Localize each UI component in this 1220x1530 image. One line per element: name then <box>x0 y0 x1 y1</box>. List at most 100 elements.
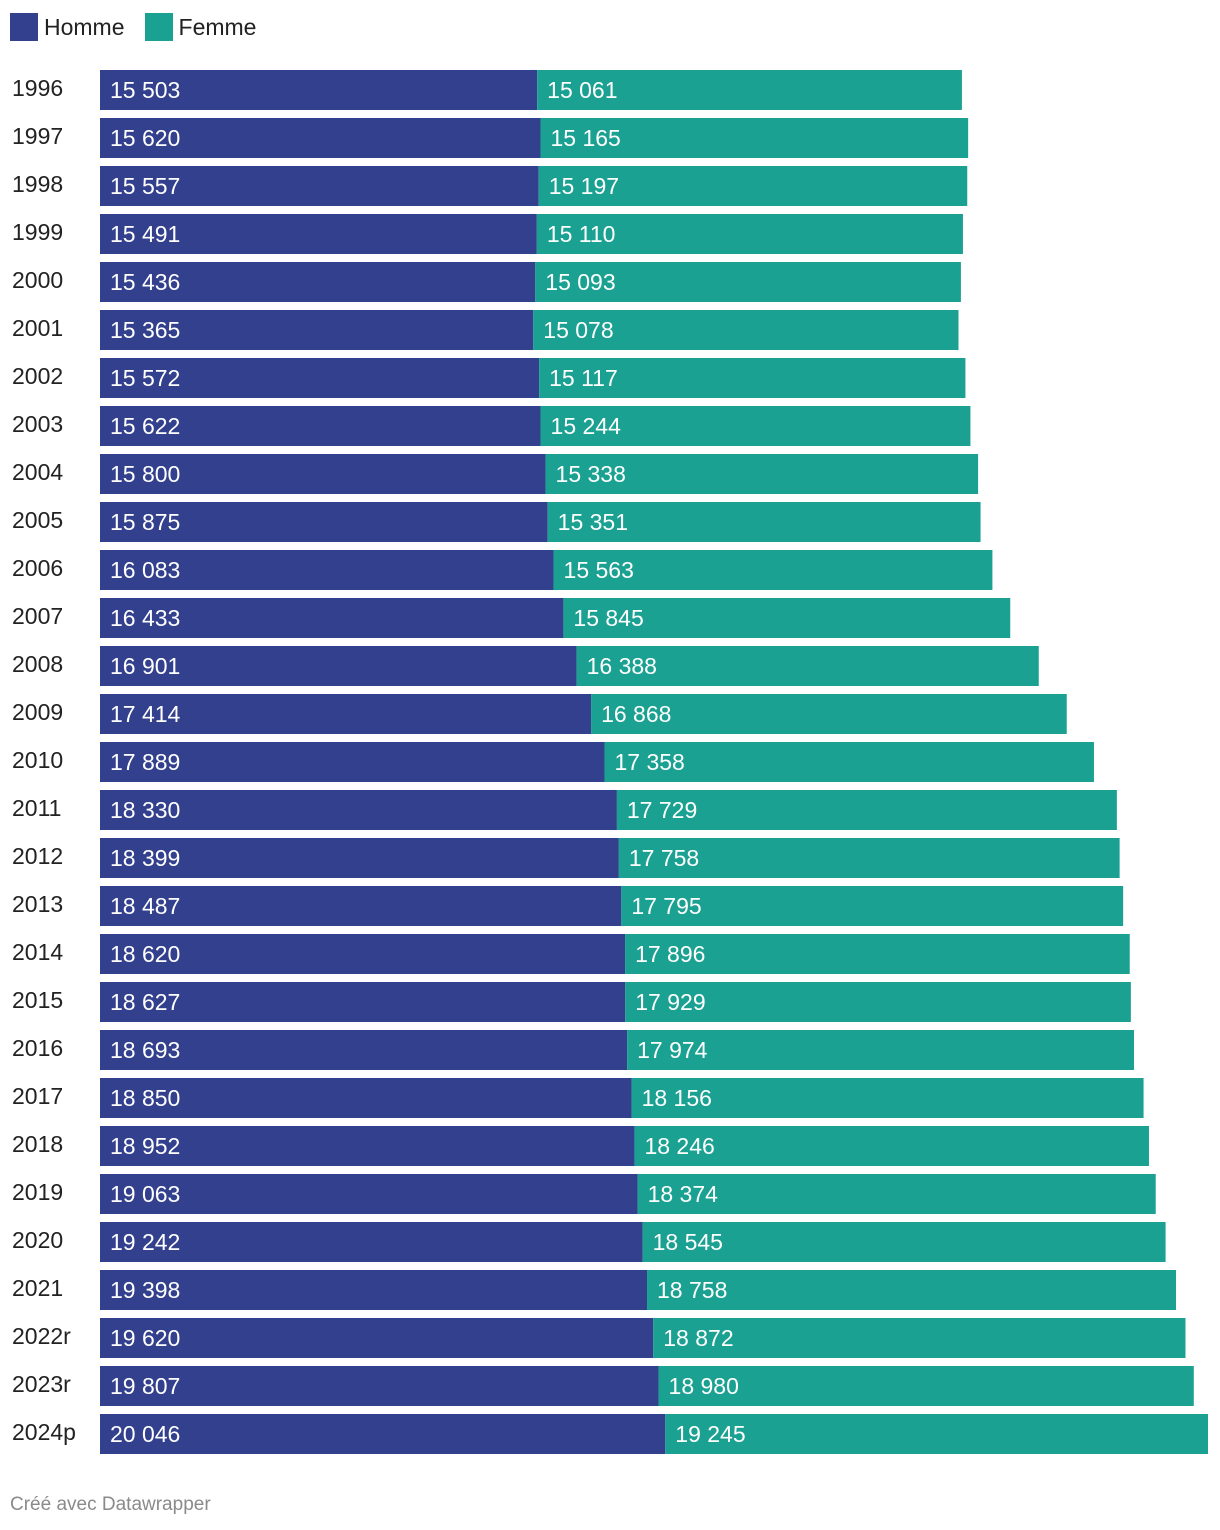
value-label-homme-2024p: 20 046 <box>110 1421 180 1447</box>
category-label-2020: 2020 <box>12 1227 63 1253</box>
bar-homme-2016 <box>100 1030 628 1070</box>
bar-femme-2022r <box>653 1318 1186 1358</box>
value-label-homme-2009: 17 414 <box>110 701 181 727</box>
category-label-2022r: 2022r <box>12 1323 71 1349</box>
bar-homme-2017 <box>100 1078 632 1118</box>
category-label-2024p: 2024p <box>12 1419 76 1445</box>
legend-label-femme: Femme <box>178 13 257 40</box>
bar-femme-2005 <box>547 502 981 542</box>
bar-homme-2021 <box>100 1270 648 1310</box>
category-label-2010: 2010 <box>12 747 63 773</box>
value-label-femme-2011: 17 729 <box>627 797 697 823</box>
value-label-femme-2020: 18 545 <box>653 1229 723 1255</box>
category-label-1996: 1996 <box>12 75 63 101</box>
bar-homme-1999 <box>100 214 537 254</box>
category-label-2009: 2009 <box>12 699 63 725</box>
legend-swatch-homme <box>10 13 38 41</box>
value-label-homme-2004: 15 800 <box>110 461 180 487</box>
value-label-homme-2019: 19 063 <box>110 1181 180 1207</box>
bar-femme-2011 <box>616 790 1117 830</box>
bar-homme-2004 <box>100 454 546 494</box>
bar-femme-2012 <box>618 838 1120 878</box>
value-label-femme-2018: 18 246 <box>644 1133 714 1159</box>
value-label-femme-2006: 15 563 <box>564 557 634 583</box>
bar-femme-2017 <box>631 1078 1144 1118</box>
bar-homme-2010 <box>100 742 605 782</box>
value-label-femme-2000: 15 093 <box>545 269 615 295</box>
value-label-femme-2016: 17 974 <box>637 1037 708 1063</box>
bar-homme-2013 <box>100 886 622 926</box>
category-label-2019: 2019 <box>12 1179 63 1205</box>
footer-credit: Créé avec Datawrapper <box>10 1494 211 1515</box>
bar-femme-1997 <box>540 118 969 158</box>
bar-homme-2006 <box>100 550 554 590</box>
bar-femme-2001 <box>533 310 959 350</box>
value-label-homme-2003: 15 622 <box>110 413 180 439</box>
bar-homme-2008 <box>100 646 577 686</box>
bar-femme-1999 <box>536 214 963 254</box>
category-label-2015: 2015 <box>12 987 63 1013</box>
legend-item-femme: Femme <box>144 13 257 41</box>
category-label-2008: 2008 <box>12 651 63 677</box>
value-label-homme-2020: 19 242 <box>110 1229 180 1255</box>
value-label-femme-2014: 17 896 <box>635 941 705 967</box>
category-label-2011: 2011 <box>12 795 61 821</box>
value-label-femme-2005: 15 351 <box>558 509 628 535</box>
category-label-2021: 2021 <box>12 1275 63 1301</box>
value-label-femme-2003: 15 244 <box>551 413 622 439</box>
legend-label-homme: Homme <box>44 13 125 40</box>
value-label-homme-2022r: 19 620 <box>110 1325 180 1351</box>
bar-femme-2021 <box>647 1270 1176 1310</box>
value-label-homme-2021: 19 398 <box>110 1277 180 1303</box>
bar-homme-2024p <box>100 1414 666 1454</box>
chart-legend: Homme Femme <box>10 13 276 41</box>
bar-homme-2020 <box>100 1222 643 1262</box>
bar-femme-2007 <box>563 598 1011 638</box>
category-label-2023r: 2023r <box>12 1371 71 1397</box>
value-label-femme-2004: 15 338 <box>556 461 626 487</box>
category-label-2014: 2014 <box>12 939 63 965</box>
value-label-femme-2024p: 19 245 <box>675 1421 745 1447</box>
value-label-femme-1997: 15 165 <box>550 125 620 151</box>
category-label-2012: 2012 <box>12 843 63 869</box>
category-label-2002: 2002 <box>12 363 63 389</box>
value-label-femme-2015: 17 929 <box>635 989 705 1015</box>
bar-homme-2023r <box>100 1366 659 1406</box>
category-label-2005: 2005 <box>12 507 63 533</box>
bar-femme-2024p <box>665 1414 1208 1454</box>
bar-homme-1997 <box>100 118 541 158</box>
value-label-homme-2002: 15 572 <box>110 365 180 391</box>
value-label-femme-2023r: 18 980 <box>669 1373 739 1399</box>
category-label-2001: 2001 <box>12 315 63 341</box>
legend-swatch-femme <box>144 13 173 41</box>
value-label-femme-2017: 18 156 <box>642 1085 712 1111</box>
bar-femme-2004 <box>545 454 979 494</box>
bar-femme-2013 <box>621 886 1124 926</box>
bar-femme-2002 <box>539 358 966 398</box>
bar-homme-2018 <box>100 1126 635 1166</box>
value-label-femme-2009: 16 868 <box>601 701 671 727</box>
bar-homme-2002 <box>100 358 540 398</box>
category-label-2018: 2018 <box>12 1131 63 1157</box>
category-label-2017: 2017 <box>12 1083 63 1109</box>
value-label-femme-1998: 15 197 <box>549 173 619 199</box>
category-label-2016: 2016 <box>12 1035 63 1061</box>
bar-femme-2020 <box>642 1222 1166 1262</box>
category-label-1997: 1997 <box>12 123 63 149</box>
bar-femme-2015 <box>625 982 1131 1022</box>
bar-homme-2015 <box>100 982 626 1022</box>
category-label-2004: 2004 <box>12 459 63 485</box>
category-label-2013: 2013 <box>12 891 63 917</box>
value-label-homme-2006: 16 083 <box>110 557 180 583</box>
value-label-homme-2018: 18 952 <box>110 1133 180 1159</box>
value-label-homme-2012: 18 399 <box>110 845 180 871</box>
bar-femme-2018 <box>634 1126 1149 1166</box>
value-label-femme-2012: 17 758 <box>629 845 699 871</box>
bar-femme-2009 <box>591 694 1067 734</box>
value-label-homme-2010: 17 889 <box>110 749 180 775</box>
value-label-femme-2021: 18 758 <box>657 1277 727 1303</box>
value-label-homme-2017: 18 850 <box>110 1085 180 1111</box>
value-label-homme-1996: 15 503 <box>110 77 180 103</box>
legend-item-homme: Homme <box>10 13 125 41</box>
bar-homme-2003 <box>100 406 541 446</box>
